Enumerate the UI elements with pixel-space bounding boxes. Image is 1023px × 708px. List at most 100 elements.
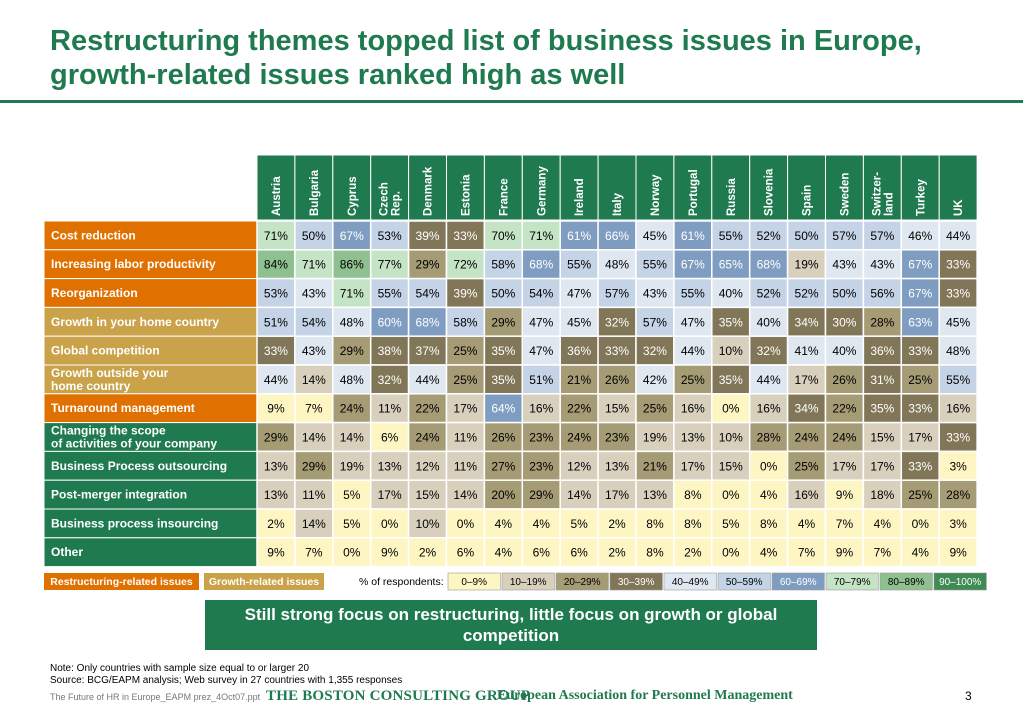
cell-value: 5%	[343, 517, 361, 531]
cell-value: 45%	[567, 315, 591, 329]
heatmap-cell	[445, 306, 486, 337]
cell-value: 0%	[722, 546, 740, 560]
cell-value: 45%	[643, 229, 667, 243]
column-header: Italy	[612, 192, 624, 216]
cell-value: 47%	[567, 287, 591, 301]
cell-value: 55%	[681, 287, 705, 301]
cell-value: 14%	[302, 373, 326, 387]
column-header-bg	[711, 154, 751, 221]
heatmap-cell	[938, 537, 978, 568]
heatmap-cell	[938, 421, 978, 453]
legend-bucket-label: 60–69%	[780, 577, 817, 588]
cell-value: 5%	[343, 488, 361, 502]
cell-value: 2%	[608, 546, 626, 560]
cell-value: 6%	[457, 546, 475, 560]
heatmap-cell	[748, 277, 789, 309]
cell-value: 44%	[416, 373, 440, 387]
heatmap-cell	[597, 421, 637, 453]
heatmap-cell	[332, 277, 372, 309]
heatmap-cell	[824, 364, 865, 395]
cell-value: 43%	[302, 344, 326, 358]
cell-value: 7%	[305, 546, 323, 560]
heatmap-cell	[748, 220, 789, 251]
cell-value: 17%	[453, 402, 477, 416]
column-header-bg	[787, 154, 826, 221]
cell-value: 45%	[946, 315, 970, 329]
cell-value: 10%	[719, 431, 743, 445]
cell-value: 33%	[453, 229, 477, 243]
cell-value: 30%	[832, 315, 856, 329]
row-label: Turnaround management	[51, 401, 195, 415]
column-header-bg	[862, 154, 902, 221]
heatmap-cell	[483, 537, 524, 568]
cell-value: 16%	[946, 402, 970, 416]
row-label: Growth outside your home country	[51, 366, 169, 393]
cell-value: 40%	[832, 344, 856, 358]
cell-value: 68%	[416, 315, 440, 329]
column-header-bg	[635, 154, 675, 221]
cell-value: 44%	[946, 229, 970, 243]
cell-value: 25%	[681, 373, 705, 387]
heatmap-cell	[786, 277, 827, 309]
cell-value: 14%	[302, 517, 326, 531]
cell-value: 47%	[681, 315, 705, 329]
legend-bucket-swatch	[771, 572, 825, 591]
heatmap-cell	[938, 277, 978, 309]
cell-value: 15%	[870, 431, 894, 445]
cell-value: 35%	[491, 344, 515, 358]
heatmap-cell	[369, 421, 410, 453]
cell-value: 17%	[605, 488, 629, 502]
heatmap-cell	[521, 479, 561, 510]
row-label: Changing the scope of activities of your …	[51, 424, 217, 451]
cell-value: 25%	[453, 373, 477, 387]
cell-value: 33%	[908, 402, 932, 416]
cell-value: 40%	[757, 315, 781, 329]
heatmap-cell	[521, 306, 561, 337]
cell-value: 38%	[378, 344, 402, 358]
cell-value: 71%	[264, 229, 288, 243]
heatmap-cell	[483, 335, 524, 366]
heatmap-cell	[900, 249, 940, 280]
cell-value: 86%	[340, 258, 364, 272]
column-header: Bulgaria	[309, 169, 321, 216]
cell-value: 9%	[949, 546, 967, 560]
legend-restructuring-swatch	[44, 573, 199, 590]
cell-value: 25%	[643, 402, 667, 416]
column-header-bg	[673, 154, 713, 221]
cell-value: 71%	[302, 258, 326, 272]
cell-value: 35%	[491, 373, 515, 387]
heatmap-cell	[711, 335, 751, 366]
cell-value: 22%	[832, 402, 856, 416]
legend-bucket-swatch	[447, 572, 501, 591]
cell-value: 0%	[381, 517, 399, 531]
heatmap-cell	[938, 335, 978, 366]
heatmap-cell	[294, 421, 334, 453]
cell-value: 8%	[684, 488, 702, 502]
heatmap-cell	[369, 277, 410, 309]
cell-value: 8%	[684, 517, 702, 531]
cell-value: 22%	[567, 402, 591, 416]
cell-value: 47%	[529, 315, 553, 329]
cell-value: 65%	[719, 258, 743, 272]
heatmap-cell	[483, 249, 524, 280]
heatmap-cell	[635, 393, 675, 424]
cell-value: 9%	[836, 488, 854, 502]
column-header: Cyprus	[347, 176, 359, 216]
cell-value: 64%	[491, 402, 515, 416]
cell-value: 72%	[453, 258, 477, 272]
heatmap-cell	[521, 249, 561, 280]
column-header: Portugal	[688, 169, 700, 216]
cell-value: 11%	[454, 431, 477, 445]
cell-value: 25%	[795, 459, 819, 473]
cell-value: 25%	[908, 373, 932, 387]
cell-value: 6%	[533, 546, 551, 560]
cell-value: 32%	[643, 344, 667, 358]
heatmap-cell	[635, 450, 675, 481]
heatmap-cell	[256, 537, 296, 568]
row-label-bg	[43, 479, 258, 510]
heatmap-cell	[559, 450, 599, 481]
row-label-bg	[43, 364, 258, 395]
cell-value: 20%	[491, 488, 515, 502]
cell-value: 28%	[870, 315, 894, 329]
row-label-bg	[43, 249, 258, 280]
